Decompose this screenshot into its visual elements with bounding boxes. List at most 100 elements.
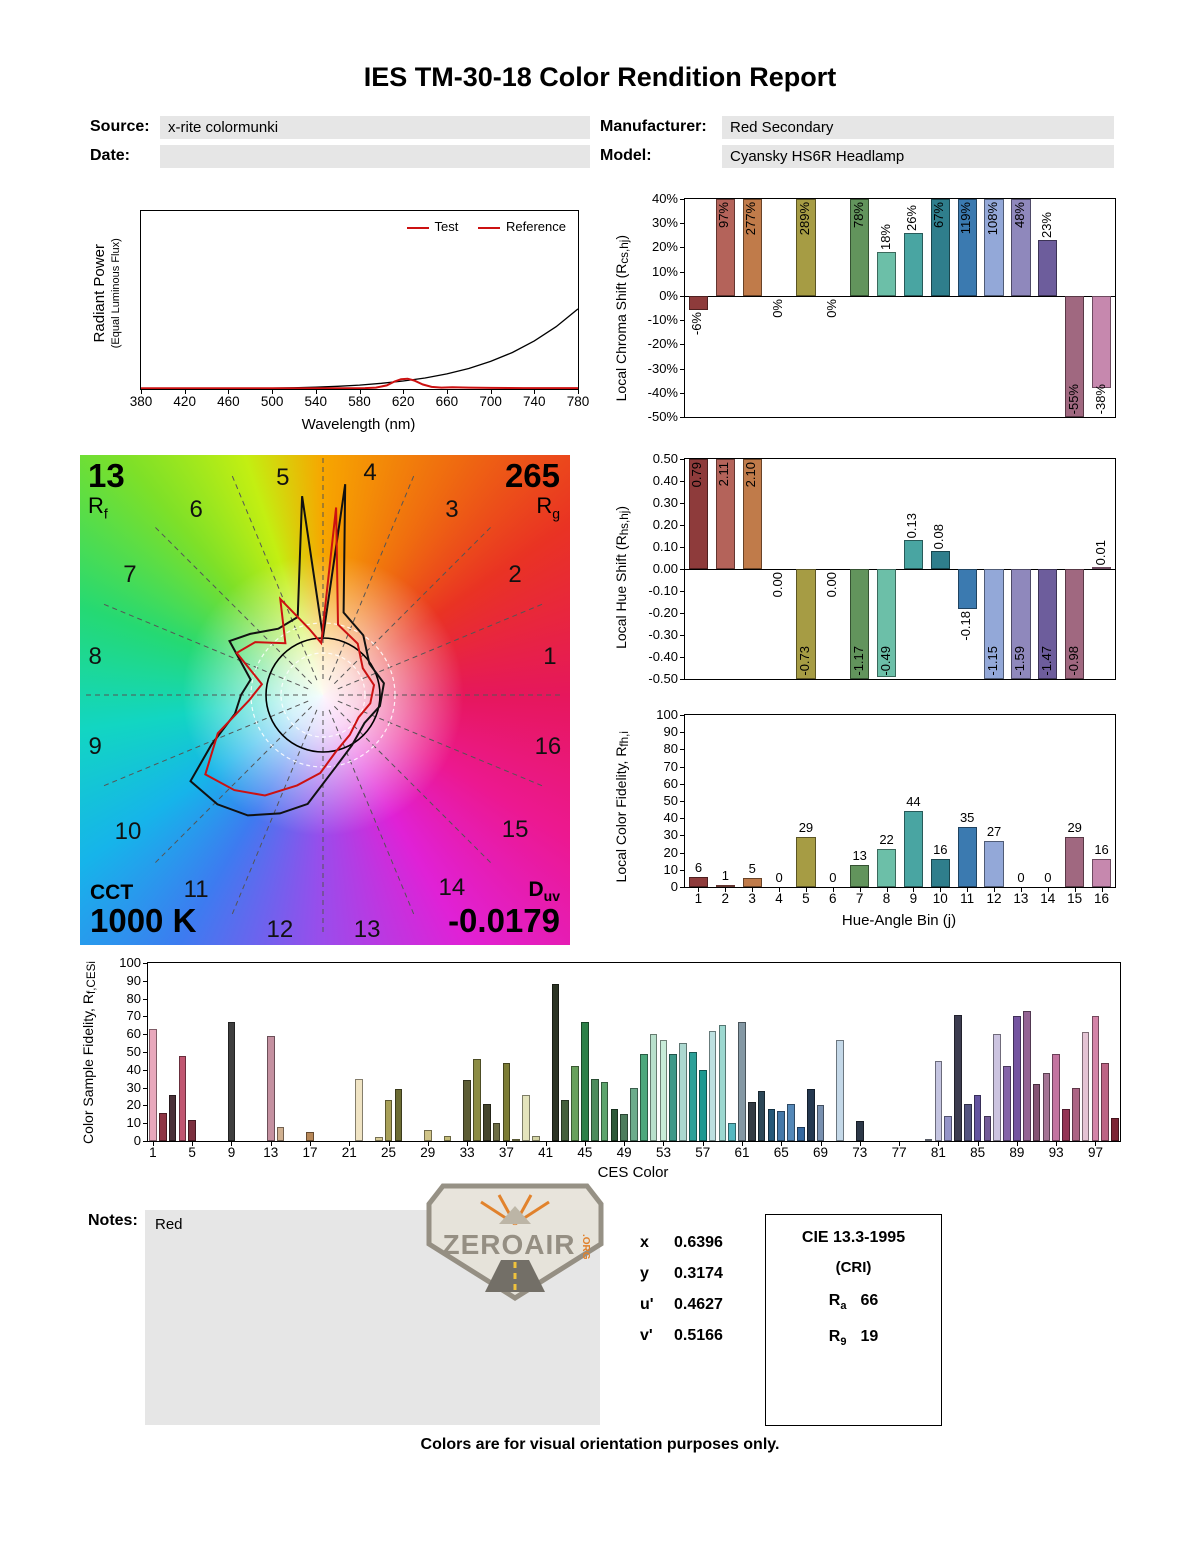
bar-label: 0% xyxy=(823,298,839,318)
x-tick-label: 16 xyxy=(1094,891,1110,906)
rf-label: Rf xyxy=(88,492,108,522)
y-tick-mark xyxy=(680,852,685,854)
y-tick-label: 20 xyxy=(663,844,678,860)
duv-value: -0.0179 xyxy=(448,902,560,940)
spd-y-axis-label: Radiant Power (Equal Luminous Flux) xyxy=(85,192,129,394)
bar xyxy=(993,1034,1002,1141)
bar xyxy=(522,1094,530,1141)
x-tick-label: 5 xyxy=(188,1145,196,1160)
x-tick-label: 1 xyxy=(694,891,703,906)
x-tick-label: 620 xyxy=(391,394,415,409)
bar xyxy=(954,1014,962,1141)
y-tick-mark xyxy=(143,980,148,982)
bar-label: 67% xyxy=(931,202,947,229)
hue-bin-boundary-line xyxy=(328,709,416,917)
hue-bin-number: 8 xyxy=(88,642,102,670)
bar xyxy=(698,1069,707,1141)
y-tick-mark xyxy=(680,887,685,888)
bar xyxy=(188,1119,196,1141)
bar-label: 44 xyxy=(906,794,921,810)
bar xyxy=(630,1087,638,1141)
bar-label: 78% xyxy=(850,202,866,229)
y-tick-mark xyxy=(143,1016,148,1018)
x-tick-mark xyxy=(272,389,274,394)
bar-label: 97% xyxy=(716,202,732,229)
chromaticity-u-value: 0.4627 xyxy=(674,1296,723,1313)
bar xyxy=(1062,1108,1070,1141)
y-tick-label: 80 xyxy=(663,741,678,757)
bar-label: 22 xyxy=(879,832,894,848)
bar xyxy=(1011,569,1031,679)
bar xyxy=(512,1139,520,1142)
bar xyxy=(708,1030,717,1141)
bar xyxy=(957,569,977,609)
hue-bin-boundary-line xyxy=(328,473,416,681)
bar-label: 0.08 xyxy=(931,524,947,550)
x-tick-label: 6 xyxy=(829,891,837,906)
x-tick-label: 25 xyxy=(381,1145,397,1160)
bar-label: -0.49 xyxy=(877,646,893,676)
bar xyxy=(561,1100,570,1141)
bar-label: 1 xyxy=(721,868,729,884)
bar xyxy=(689,1052,697,1141)
bar xyxy=(1042,1073,1051,1141)
x-tick-label: 3 xyxy=(748,891,756,906)
model-label: Model: xyxy=(600,147,652,164)
y-tick-mark xyxy=(143,998,148,1000)
y-tick-label: 0.00 xyxy=(652,561,678,576)
bar xyxy=(227,1021,236,1141)
x-tick-mark xyxy=(467,1141,469,1146)
bar-label: 27 xyxy=(986,823,1002,839)
source-field: x-rite colormunki xyxy=(160,116,590,139)
x-tick-mark xyxy=(899,1141,901,1146)
bar xyxy=(688,295,709,311)
x-tick-mark xyxy=(506,1141,508,1146)
x-tick-label: 17 xyxy=(302,1145,318,1160)
x-tick-label: 53 xyxy=(655,1145,671,1160)
cct-block: CCT 1000 K xyxy=(90,882,196,939)
x-tick-mark xyxy=(152,1141,154,1146)
ces-x-axis-label: CES Color xyxy=(597,1164,669,1181)
bar xyxy=(1065,837,1085,887)
x-tick-mark xyxy=(624,1141,626,1146)
x-tick-mark xyxy=(752,887,754,892)
bar-label: -38% xyxy=(1092,383,1108,414)
y-tick-mark xyxy=(143,1034,148,1036)
bar xyxy=(571,1066,579,1141)
y-tick-label: -0.50 xyxy=(648,671,678,686)
zero-line xyxy=(685,569,1115,570)
bar xyxy=(836,1039,844,1141)
hue-bin-number: 7 xyxy=(123,561,137,589)
y-tick-mark xyxy=(680,392,685,394)
bar xyxy=(1038,569,1058,679)
x-tick-label: 14 xyxy=(1040,891,1056,906)
bar xyxy=(718,1025,727,1141)
bar xyxy=(688,876,709,887)
bar xyxy=(502,1062,511,1141)
vector-overlay xyxy=(83,455,563,935)
x-tick-mark xyxy=(940,887,942,892)
x-tick-mark xyxy=(192,1141,194,1146)
x-tick-mark xyxy=(725,887,727,892)
hue-bin-number: 12 xyxy=(266,915,294,943)
logo-mountain-icon xyxy=(499,1206,531,1224)
chromaticity-v-label: v' xyxy=(640,1327,653,1344)
bar xyxy=(355,1078,363,1141)
bar xyxy=(1101,1062,1110,1141)
x-tick-mark xyxy=(1074,887,1076,892)
x-tick-label: 2 xyxy=(721,891,730,906)
bar-label: -1.15 xyxy=(985,646,1001,676)
bar-label: 26% xyxy=(904,204,920,231)
bar-label: 5 xyxy=(748,861,756,877)
notes-label: Notes: xyxy=(88,1212,138,1229)
bar-label: 13 xyxy=(852,847,867,863)
page-title: IES TM-30-18 Color Rendition Report xyxy=(363,62,837,92)
rg-value: 265 xyxy=(504,457,560,494)
bar xyxy=(924,1139,933,1142)
x-tick-label: 420 xyxy=(173,394,196,409)
bar xyxy=(1052,1053,1060,1141)
y-tick-mark xyxy=(143,1105,148,1107)
y-tick-label: 60 xyxy=(126,1026,141,1042)
x-tick-label: 500 xyxy=(260,394,284,409)
